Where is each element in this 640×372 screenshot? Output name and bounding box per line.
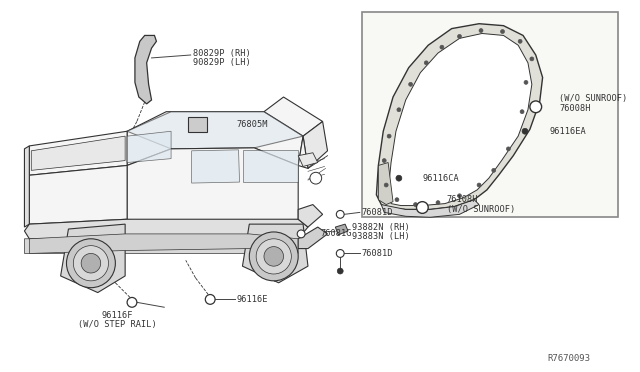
Text: R7670093: R7670093 <box>547 353 591 363</box>
Text: 76081D: 76081D <box>362 208 393 217</box>
Polygon shape <box>24 146 29 227</box>
Circle shape <box>256 239 291 274</box>
Polygon shape <box>298 153 317 166</box>
Text: 93883N (LH): 93883N (LH) <box>352 232 410 241</box>
Circle shape <box>337 268 343 274</box>
Circle shape <box>530 101 541 113</box>
Circle shape <box>409 82 413 86</box>
Circle shape <box>127 298 137 307</box>
Polygon shape <box>127 148 298 234</box>
Polygon shape <box>61 224 125 292</box>
Polygon shape <box>29 234 298 253</box>
Polygon shape <box>127 112 303 166</box>
Text: 76108H: 76108H <box>447 195 478 204</box>
Polygon shape <box>298 227 328 248</box>
Circle shape <box>477 183 481 187</box>
Text: 76805M: 76805M <box>237 120 268 129</box>
Text: 76081G: 76081G <box>321 230 352 238</box>
Polygon shape <box>381 200 479 217</box>
Circle shape <box>440 45 444 49</box>
Circle shape <box>413 203 417 206</box>
Circle shape <box>518 39 522 43</box>
Polygon shape <box>376 24 543 209</box>
Circle shape <box>336 250 344 257</box>
Circle shape <box>520 110 524 114</box>
Text: 93882N (RH): 93882N (RH) <box>352 222 410 231</box>
Circle shape <box>382 158 386 163</box>
Circle shape <box>74 246 109 281</box>
Circle shape <box>297 230 305 238</box>
Circle shape <box>458 194 461 198</box>
Polygon shape <box>335 224 348 235</box>
Circle shape <box>310 172 322 184</box>
Text: 76081D: 76081D <box>362 249 393 258</box>
Bar <box>188 116 207 132</box>
Circle shape <box>250 232 298 281</box>
Polygon shape <box>135 35 156 104</box>
Polygon shape <box>388 33 532 206</box>
Polygon shape <box>24 219 308 239</box>
Text: 96116F: 96116F <box>102 311 133 320</box>
Circle shape <box>384 183 388 187</box>
Circle shape <box>436 201 440 205</box>
Text: (W/O SUNROOF): (W/O SUNROOF) <box>447 205 515 214</box>
Polygon shape <box>191 150 239 183</box>
Polygon shape <box>29 131 127 175</box>
Text: 96116E: 96116E <box>237 295 268 304</box>
Text: 90829P (LH): 90829P (LH) <box>193 58 250 67</box>
Polygon shape <box>29 166 127 224</box>
Circle shape <box>336 211 344 218</box>
Text: 76008H: 76008H <box>559 104 591 113</box>
Circle shape <box>506 147 510 151</box>
Circle shape <box>458 35 461 38</box>
Polygon shape <box>243 224 308 283</box>
Circle shape <box>205 295 215 304</box>
Circle shape <box>500 29 504 33</box>
Circle shape <box>492 169 495 172</box>
Bar <box>362 12 618 217</box>
Circle shape <box>81 253 100 273</box>
Circle shape <box>522 128 528 134</box>
Text: 96116CA: 96116CA <box>422 174 459 183</box>
Circle shape <box>424 61 428 65</box>
Polygon shape <box>378 163 393 205</box>
Polygon shape <box>127 131 171 163</box>
Text: (W/O STEP RAIL): (W/O STEP RAIL) <box>78 320 157 329</box>
Circle shape <box>387 134 391 138</box>
Polygon shape <box>243 150 298 182</box>
Circle shape <box>524 80 528 84</box>
Polygon shape <box>127 112 303 149</box>
Text: 96116EA: 96116EA <box>550 127 586 136</box>
Polygon shape <box>264 97 323 136</box>
Polygon shape <box>298 136 308 169</box>
Polygon shape <box>24 239 303 253</box>
Circle shape <box>479 29 483 32</box>
Polygon shape <box>31 136 125 170</box>
Circle shape <box>530 57 534 61</box>
Text: (W/O SUNROOF): (W/O SUNROOF) <box>559 94 627 103</box>
Polygon shape <box>298 205 323 227</box>
Circle shape <box>397 108 401 112</box>
Circle shape <box>396 175 402 181</box>
Circle shape <box>264 247 284 266</box>
Text: 80829P (RH): 80829P (RH) <box>193 48 250 58</box>
Circle shape <box>67 239 115 288</box>
Circle shape <box>395 198 399 202</box>
Polygon shape <box>303 122 328 169</box>
Circle shape <box>417 202 428 214</box>
